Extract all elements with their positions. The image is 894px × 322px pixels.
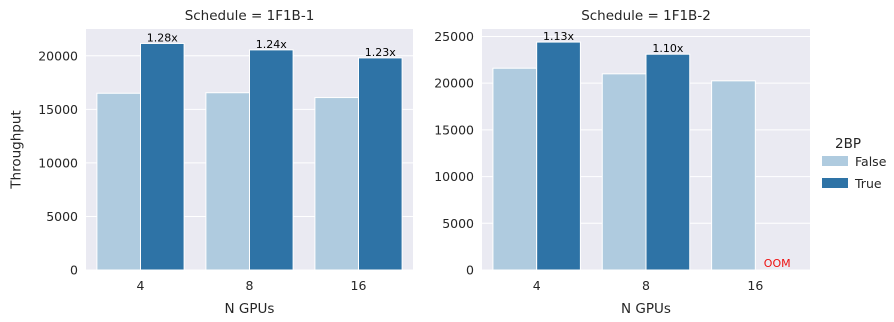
bar-true-16 [358, 57, 403, 271]
legend-swatch-false [822, 156, 848, 166]
x-axis-label: N GPUs [225, 301, 275, 317]
data-label: 1.13x [543, 30, 574, 43]
x-tick-label: 16 [351, 278, 367, 293]
panel-title: Schedule = 1F1B-1 [185, 8, 315, 24]
bar-false-4 [492, 67, 538, 271]
y-tick-label: 20000 [434, 76, 474, 91]
panel-title: Schedule = 1F1B-2 [581, 8, 711, 24]
legend-title: 2BP [835, 136, 861, 152]
y-axis-label: Throughput [9, 110, 25, 189]
x-tick-label: 8 [246, 278, 254, 293]
x-tick-label: 4 [137, 278, 145, 293]
x-axis-label: N GPUs [621, 301, 671, 317]
bar-false-8 [205, 92, 250, 271]
legend-label-false: False [855, 154, 887, 169]
y-tick-label: 10000 [434, 169, 474, 184]
y-tick-label: 10000 [38, 155, 78, 170]
data-label: 1.24x [256, 38, 287, 51]
bar-true-8 [645, 53, 691, 271]
data-label: 1.10x [652, 42, 683, 55]
y-tick-label: 0 [70, 263, 78, 278]
bar-false-8 [601, 73, 647, 271]
bar-true-4 [536, 41, 581, 271]
x-tick-label: 4 [533, 278, 541, 293]
y-tick-label: 5000 [442, 216, 474, 231]
data-label: 1.23x [365, 46, 396, 59]
x-tick-label: 8 [642, 278, 650, 293]
data-label: 1.28x [147, 31, 178, 44]
y-tick-label: 5000 [46, 209, 78, 224]
y-tick-label: 20000 [38, 48, 78, 63]
x-tick-label: 16 [747, 278, 763, 293]
legend: 2BP False True [822, 136, 887, 191]
y-tick-label: 0 [466, 263, 474, 278]
bar-false-4 [96, 92, 141, 271]
oom-label: OOM [764, 257, 791, 270]
bar-false-16 [711, 80, 756, 271]
legend-label-true: True [854, 176, 882, 191]
y-tick-label: 25000 [434, 29, 474, 44]
chart-panel-2: 0 5000 10000 15000 20000 25000 4 8 16 1.13x 1.10x O… [434, 8, 810, 317]
bar-false-16 [314, 97, 359, 271]
bar-true-8 [249, 49, 294, 271]
chart-panel-1: 0 5000 10000 15000 20000 4 8 16 1.28x 1.24x 1.23x S… [9, 8, 413, 317]
legend-swatch-true [822, 178, 848, 188]
bar-true-4 [140, 42, 185, 271]
y-tick-label: 15000 [38, 102, 78, 117]
y-tick-label: 15000 [434, 122, 474, 137]
